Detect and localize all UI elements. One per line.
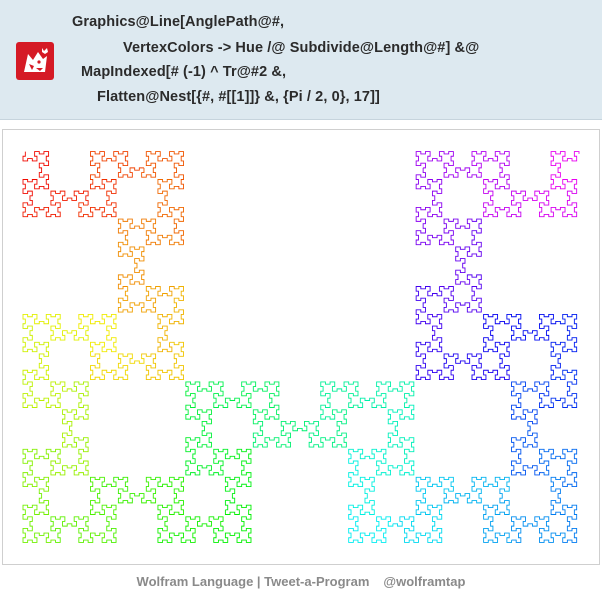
curve-segment — [483, 313, 510, 373]
footer: Wolfram Language | Tweet-a-Program @wolfr… — [0, 574, 602, 589]
curve-segment — [185, 386, 212, 448]
curve-segment — [415, 476, 454, 515]
curve-segment — [117, 218, 184, 246]
curve-segment — [415, 218, 473, 246]
curve-segment — [22, 448, 61, 492]
curve-segment — [443, 476, 510, 504]
curve-segment — [511, 421, 542, 476]
curve-segment — [22, 372, 72, 408]
curve-segment — [443, 353, 510, 381]
curve-segment — [224, 448, 252, 511]
curve-segment — [117, 286, 177, 313]
curve-segment — [455, 218, 482, 285]
curve-segment — [185, 437, 231, 476]
curve-segment — [62, 381, 89, 448]
curve-segment — [78, 313, 117, 357]
curve-segment — [141, 151, 184, 190]
curve-segment — [348, 454, 375, 515]
curve-segment — [439, 274, 482, 313]
wolfram-wolf-icon — [16, 42, 54, 80]
curve-segment — [90, 151, 144, 182]
curve-segment — [359, 381, 415, 408]
curve-segment — [471, 151, 510, 190]
curve-segment — [101, 476, 157, 504]
curve-segment — [511, 381, 550, 425]
curve-segment — [22, 323, 50, 381]
curve-segment — [525, 184, 578, 218]
curve-segment — [141, 341, 184, 381]
footer-handle: @wolframtap — [383, 574, 466, 589]
curve-segment — [550, 151, 580, 190]
code-input-panel: Graphics@Line[AnglePath@#, VertexColors … — [0, 0, 602, 120]
curve-segment — [483, 488, 512, 543]
curve-segment — [252, 420, 310, 448]
curve-segment — [117, 237, 145, 290]
curve-segment — [90, 353, 145, 381]
code-line-4: Flatten@Nest[{#, #[[1]]} &, {Pi / 2, 0},… — [97, 89, 380, 105]
curve-segment — [50, 437, 89, 476]
curve-segment — [506, 313, 559, 341]
curve-segment — [539, 448, 578, 488]
curve-segment — [511, 516, 566, 543]
code-line-1: Graphics@Line[AnglePath@#, — [72, 14, 285, 30]
footer-credit: Wolfram Language | Tweet-a-Program — [136, 574, 370, 589]
curve-segment — [387, 404, 415, 461]
curve-segment — [185, 381, 252, 408]
curve-segment — [392, 507, 443, 543]
curve-segment — [550, 313, 578, 380]
curve-segment — [348, 448, 415, 476]
curve-segment — [90, 476, 117, 543]
curve-segment — [213, 504, 252, 543]
curve-segment — [483, 179, 526, 218]
curve-segment — [241, 381, 280, 425]
curve-segment — [157, 179, 184, 245]
curve-segment — [50, 516, 105, 543]
curve-segment — [22, 491, 56, 543]
curve-segment — [308, 409, 347, 448]
curve-segment — [78, 179, 117, 218]
curve-segment — [415, 167, 443, 222]
graphics-output — [2, 129, 600, 565]
curve-segment — [157, 516, 224, 543]
curve-segment — [539, 369, 578, 408]
curve-segment — [415, 151, 482, 178]
curve-segment — [320, 381, 361, 420]
fractal-curve — [22, 151, 580, 543]
curve-segment — [157, 286, 184, 353]
code-line-2: VertexColors -> Hue /@ Subdivide@Length@… — [123, 40, 480, 56]
curve-segment — [415, 286, 443, 341]
curve-segment — [155, 476, 184, 532]
curve-segment — [348, 504, 394, 543]
curve-segment — [415, 337, 454, 381]
curve-segment — [550, 476, 578, 543]
curve-segment — [22, 190, 89, 218]
curve-segment — [22, 313, 89, 341]
curve-segment — [22, 151, 50, 206]
code-line-3: MapIndexed[# (-1) ^ Tr@#2 &, — [81, 64, 287, 80]
